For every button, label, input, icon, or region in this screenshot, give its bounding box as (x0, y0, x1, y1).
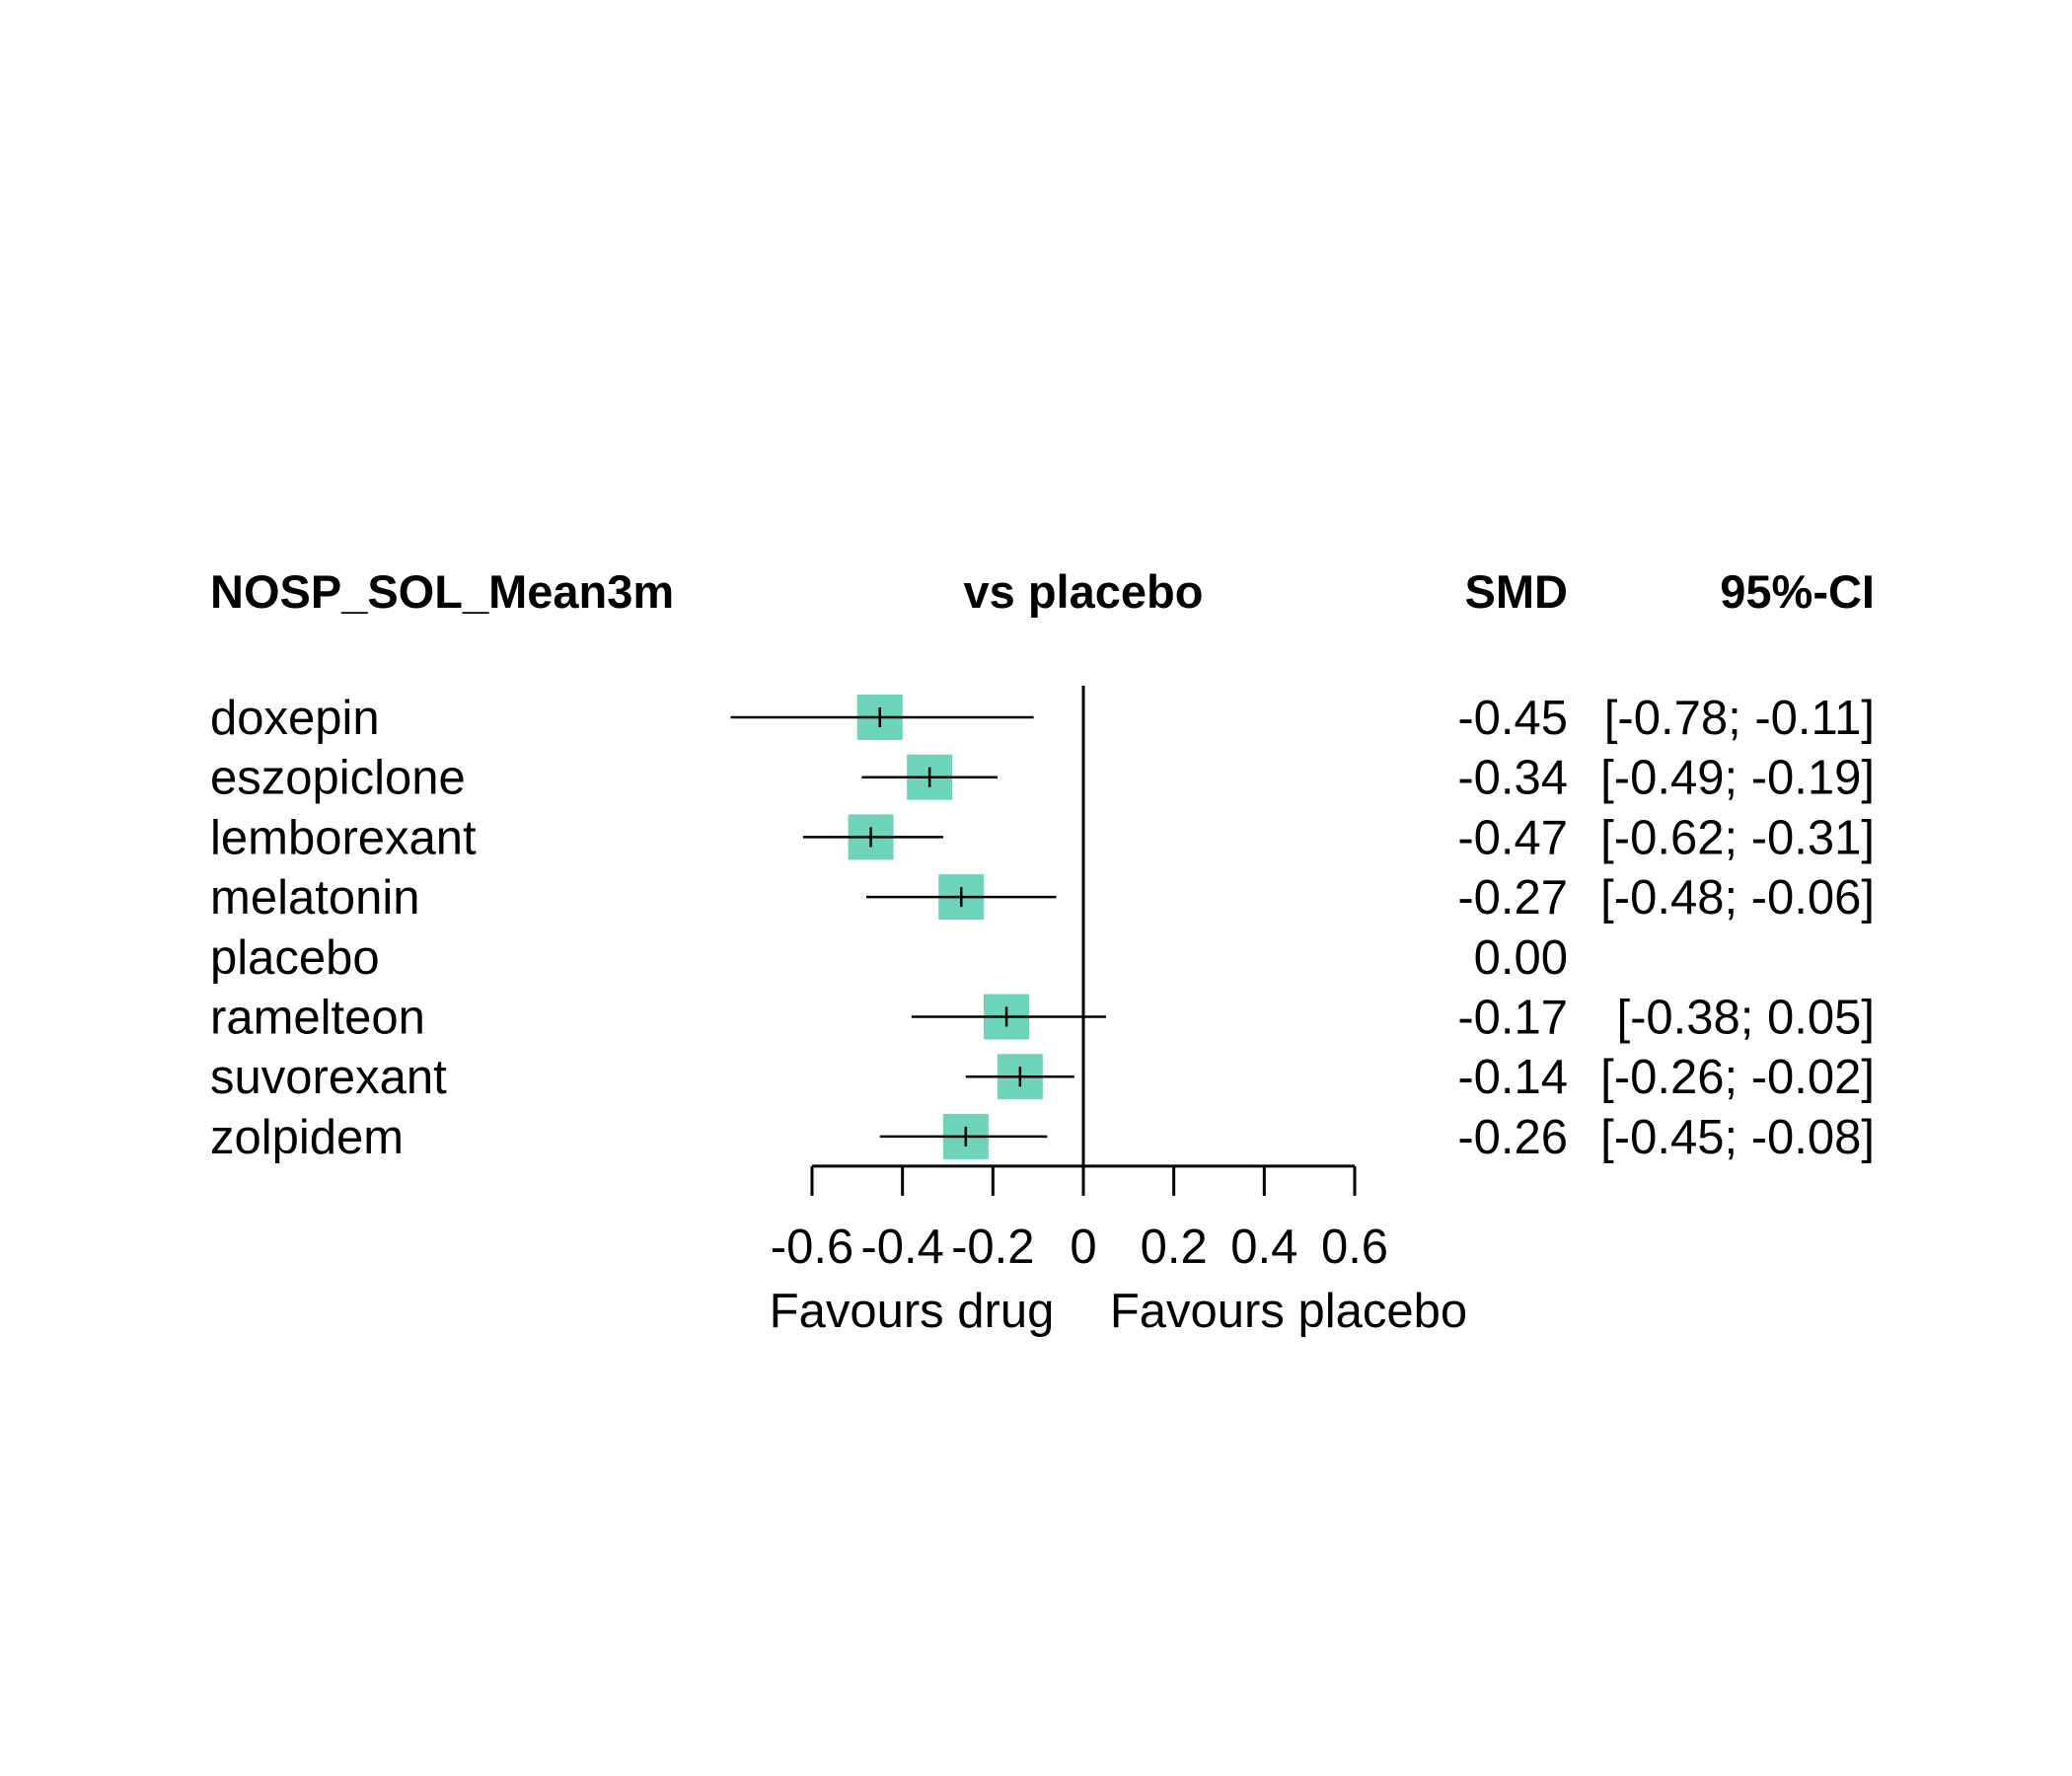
x-axis: -0.6 -0.4 -0.2 0 0.2 0.4 0.6 (771, 1164, 1388, 1274)
x-tick-label: 0.6 (1321, 1221, 1388, 1274)
row-suvorexant-smd-value: -0.14 (1457, 1051, 1568, 1104)
effect-header: SMD (1465, 565, 1568, 618)
favours-placebo-label: Favours placebo (1110, 1285, 1467, 1338)
row-melatonin-ci-value: [-0.48; -0.06] (1600, 871, 1875, 925)
row-ramelteon-label: ramelteon (210, 992, 425, 1045)
row-suvorexant-ci-value: [-0.26; -0.02] (1600, 1051, 1875, 1104)
row-ramelteon-ci-value: [-0.38; 0.05] (1616, 992, 1875, 1045)
row-zolpidem-smd-value: -0.26 (1457, 1111, 1568, 1164)
x-tick-label: 0 (1070, 1221, 1096, 1274)
x-tick-label: 0.2 (1141, 1221, 1208, 1274)
row-doxepin-smd-value: -0.45 (1457, 692, 1568, 745)
ci-header: 95%-CI (1720, 565, 1875, 618)
row-doxepin-ci-value: [-0.78; -0.11] (1604, 692, 1875, 745)
row-melatonin-smd-value: -0.27 (1457, 871, 1568, 925)
row-lemborexant-ci-value: [-0.62; -0.31] (1600, 811, 1875, 864)
row-eszopiclone-ci-value: [-0.49; -0.19] (1600, 752, 1875, 805)
row-suvorexant-label: suvorexant (210, 1051, 447, 1104)
row-doxepin-label: doxepin (210, 692, 380, 745)
row-zolpidem-ci-value: [-0.45; -0.08] (1600, 1111, 1875, 1164)
forest-rows: doxepin -0.45 [-0.78; -0.11] eszopiclone -0.… (210, 686, 1875, 1166)
row-melatonin-label: melatonin (210, 871, 419, 925)
row-lemborexant-smd-value: -0.47 (1457, 811, 1568, 864)
comparison-header: vs placebo (964, 565, 1204, 618)
row-placebo-label: placebo (210, 931, 380, 985)
row-lemborexant-label: lemborexant (210, 811, 477, 864)
row-eszopiclone-label: eszopiclone (210, 752, 466, 805)
row-ramelteon-smd-value: -0.17 (1457, 992, 1568, 1045)
x-tick-label: -0.2 (951, 1221, 1034, 1274)
x-tick-label: -0.4 (860, 1221, 943, 1274)
outcome-header: NOSP_SOL_Mean3m (210, 565, 674, 618)
row-zolpidem-label: zolpidem (210, 1111, 404, 1164)
row-placebo-smd-value: 0.00 (1474, 931, 1568, 985)
x-tick-label: -0.6 (771, 1221, 853, 1274)
x-tick-label: 0.4 (1230, 1221, 1297, 1274)
row-eszopiclone-smd-value: -0.34 (1457, 752, 1568, 805)
favours-drug-label: Favours drug (770, 1285, 1055, 1338)
